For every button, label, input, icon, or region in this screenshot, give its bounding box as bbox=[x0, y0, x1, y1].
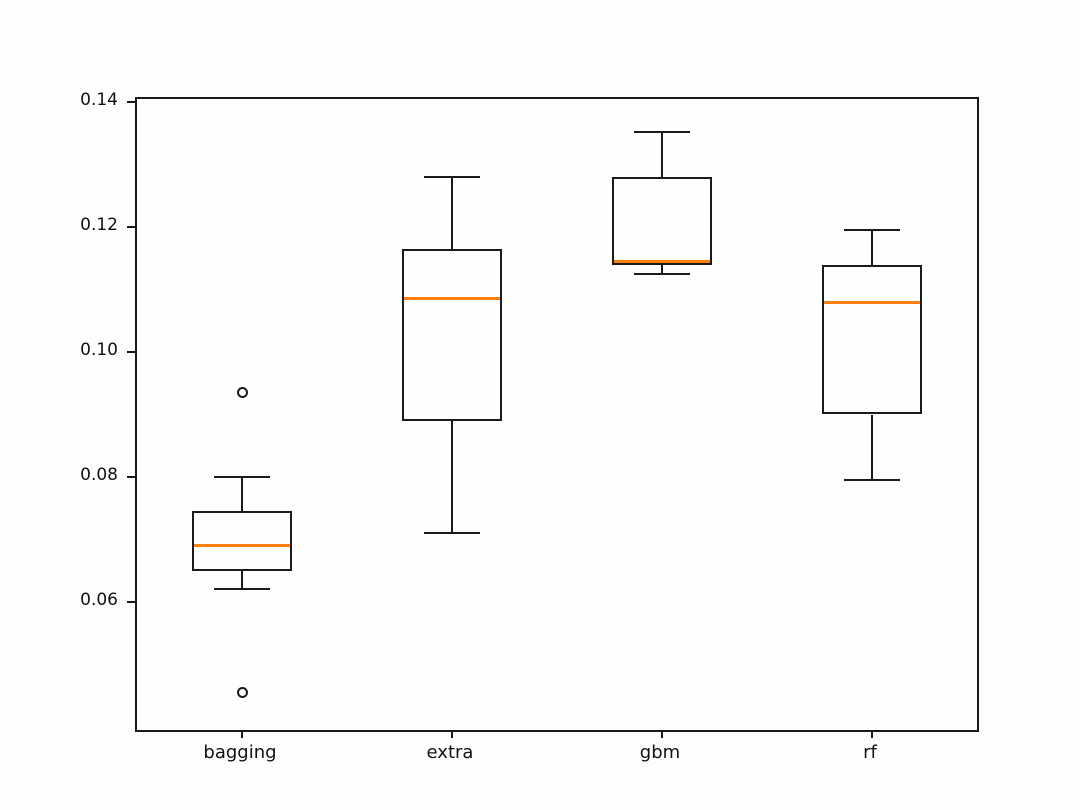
median-gbm bbox=[614, 259, 710, 263]
box-extra bbox=[402, 248, 502, 421]
whisker-lower-bagging bbox=[241, 570, 243, 590]
ytick-label-0.12: 0.12 bbox=[80, 215, 118, 236]
whisker-upper-extra bbox=[451, 177, 453, 249]
ytick-label-0.08: 0.08 bbox=[80, 464, 118, 485]
whisker-lower-gbm bbox=[661, 264, 663, 274]
xtick-mark-bagging bbox=[241, 730, 243, 738]
xtick-mark-rf bbox=[871, 730, 873, 738]
cap-upper-gbm bbox=[634, 131, 690, 134]
whisker-upper-gbm bbox=[661, 132, 663, 178]
whisker-lower-rf bbox=[871, 414, 873, 481]
cap-lower-gbm bbox=[634, 272, 690, 275]
median-rf bbox=[824, 300, 920, 304]
ytick-mark-0.06 bbox=[127, 600, 135, 603]
box-gbm bbox=[612, 177, 712, 265]
ytick-mark-0.14 bbox=[127, 101, 135, 104]
outlier-bagging-1 bbox=[236, 687, 248, 698]
outlier-bagging-0 bbox=[236, 387, 248, 399]
cap-lower-extra bbox=[424, 532, 480, 535]
box-rf bbox=[822, 264, 922, 415]
ytick-label-0.10: 0.10 bbox=[80, 340, 118, 361]
xtick-label-bagging: bagging bbox=[203, 742, 277, 763]
whisker-upper-bagging bbox=[241, 476, 243, 512]
plot-area bbox=[127, 97, 979, 738]
xtick-mark-gbm bbox=[661, 730, 663, 738]
whisker-upper-rf bbox=[871, 230, 873, 265]
ytick-label-0.14: 0.14 bbox=[80, 90, 118, 111]
xtick-label-gbm: gbm bbox=[639, 742, 681, 763]
median-extra bbox=[404, 297, 500, 301]
xtick-mark-extra bbox=[451, 730, 453, 738]
cap-lower-bagging bbox=[214, 588, 270, 591]
box-bagging bbox=[192, 511, 292, 571]
ytick-mark-0.10 bbox=[127, 351, 135, 354]
cap-upper-bagging bbox=[214, 475, 270, 478]
ytick-mark-0.08 bbox=[127, 475, 135, 478]
cap-upper-extra bbox=[424, 176, 480, 179]
whisker-lower-extra bbox=[451, 420, 453, 534]
median-bagging bbox=[194, 544, 290, 548]
xtick-label-rf: rf bbox=[863, 742, 877, 763]
cap-lower-rf bbox=[844, 479, 900, 482]
ytick-label-0.06: 0.06 bbox=[80, 589, 118, 610]
xtick-label-extra: extra bbox=[426, 742, 474, 763]
ytick-mark-0.12 bbox=[127, 226, 135, 229]
cap-upper-rf bbox=[844, 229, 900, 232]
